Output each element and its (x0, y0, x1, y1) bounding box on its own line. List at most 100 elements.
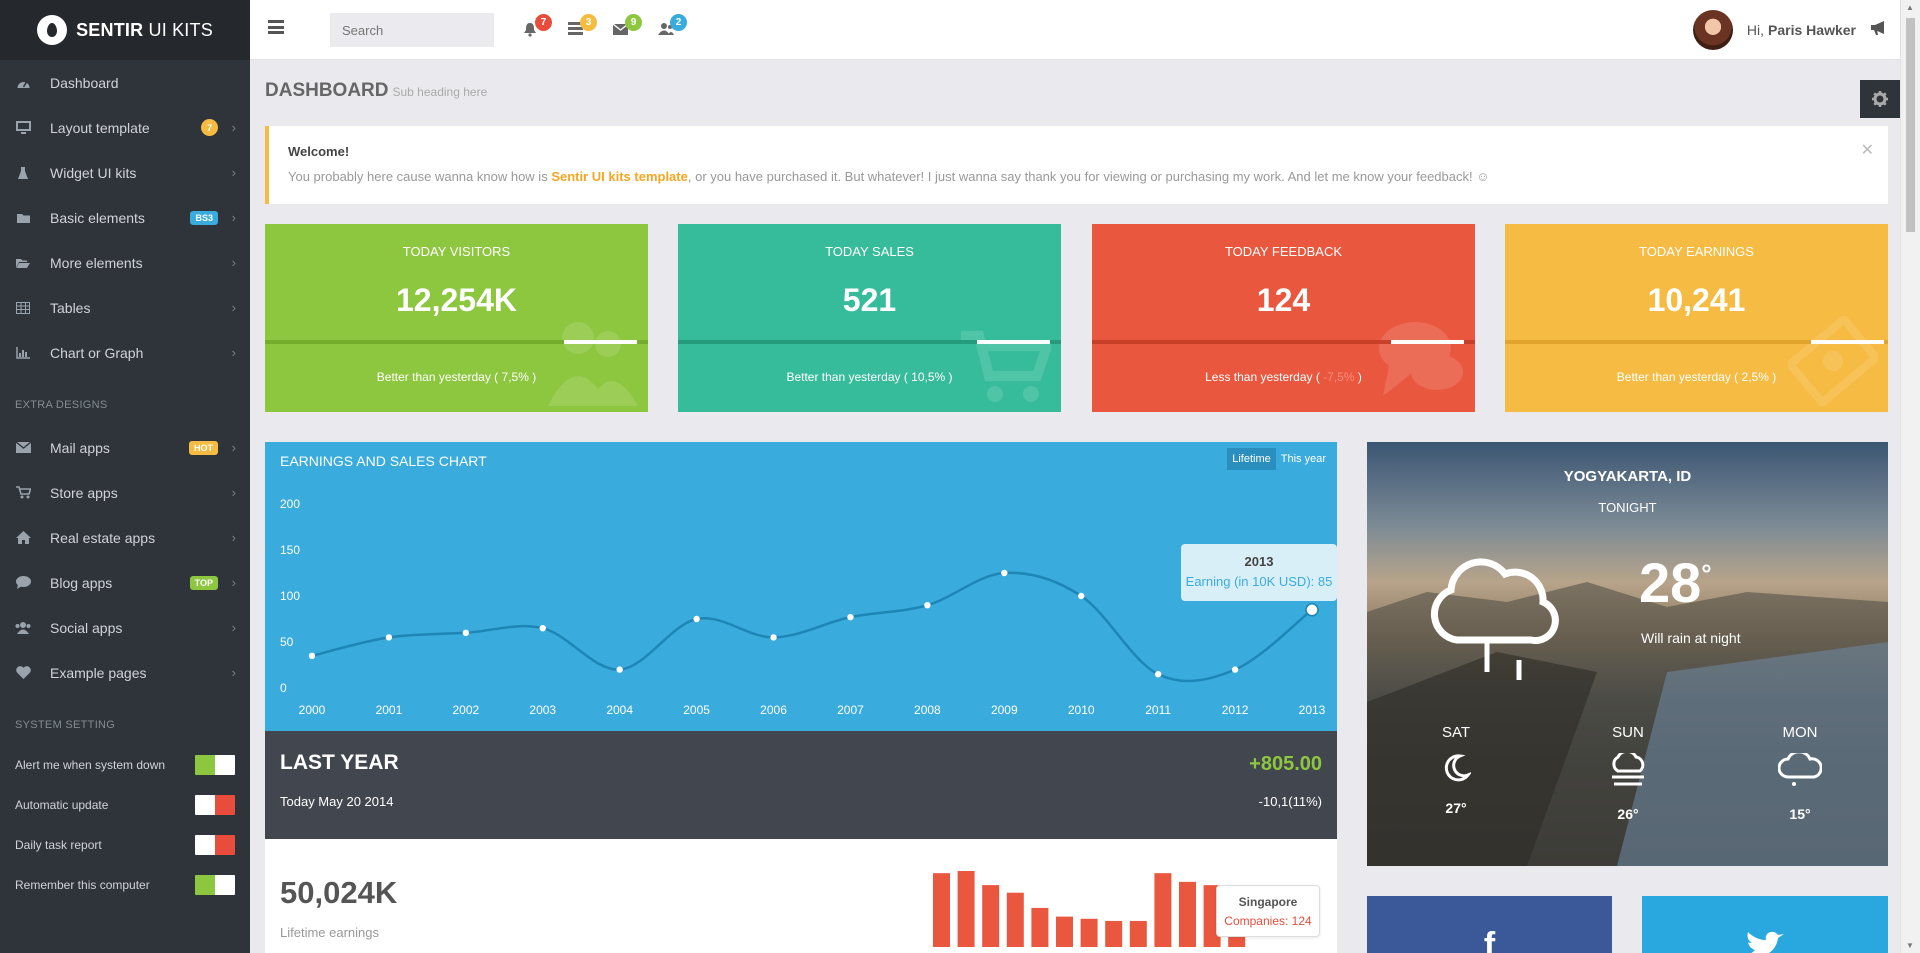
cart-icon (961, 331, 1051, 402)
data-point[interactable] (308, 652, 316, 659)
user-name: Paris Hawker (1768, 22, 1856, 38)
avatar (1692, 10, 1733, 50)
toggle-switch-off[interactable] (195, 835, 235, 855)
sidebar-item-basic-elements[interactable]: Basic elements BS3 › (0, 195, 250, 240)
page-subtitle: Sub heading here (392, 85, 488, 99)
notifications-button[interactable]: 7 (523, 14, 553, 42)
chevron-right-icon: › (231, 620, 236, 635)
messages-button[interactable]: 9 (612, 14, 643, 42)
stat-change: 2,5% (1741, 370, 1769, 384)
menu-toggle-icon[interactable] (268, 20, 284, 34)
chevron-right-icon: › (231, 530, 236, 545)
data-point[interactable] (462, 629, 470, 636)
sidebar-item-tables[interactable]: Tables › (0, 285, 250, 330)
toggle-switch-on[interactable] (195, 875, 235, 895)
data-point[interactable] (847, 613, 854, 621)
sidebar-item-blog-apps[interactable]: Blog apps TOP › (0, 560, 250, 605)
brand[interactable]: SENTIR UI KITS (0, 0, 250, 60)
alert-title: Welcome! (288, 144, 350, 159)
tab-this-year[interactable]: This year (1280, 453, 1326, 465)
bar[interactable] (1179, 881, 1196, 947)
stat-note: Better than yesterday ( 10,5% ) (786, 370, 953, 384)
x-tick-label: 2012 (1222, 703, 1249, 717)
data-point[interactable] (385, 634, 393, 641)
table-icon (14, 301, 32, 315)
weather-background (1367, 582, 1888, 866)
welcome-alert: Welcome! You probably here cause wanna k… (265, 126, 1888, 204)
bar[interactable] (1129, 920, 1147, 947)
chevron-right-icon: › (231, 300, 236, 315)
sidebar-item-mail-apps[interactable]: Mail apps HOT › (0, 425, 250, 470)
page-title: DASHBOARD Sub heading here (265, 80, 488, 101)
data-point[interactable] (1154, 671, 1162, 678)
search-input[interactable] (330, 13, 494, 47)
bar[interactable] (1105, 920, 1123, 947)
toggle-switch-off[interactable] (195, 795, 235, 815)
dashboard-icon (14, 76, 32, 90)
y-tick-label: 100 (280, 589, 300, 603)
sidebar-item-example-pages[interactable]: Example pages › (0, 650, 250, 695)
data-point[interactable] (1305, 603, 1319, 617)
bar[interactable] (957, 871, 975, 947)
data-point[interactable] (693, 615, 700, 623)
template-link[interactable]: Sentir UI kits template (551, 169, 688, 184)
sidebar-item-widget-ui-kits[interactable]: Widget UI kits › (0, 150, 250, 195)
sidebar-item-dashboard[interactable]: Dashboard (0, 60, 250, 105)
data-point[interactable] (1001, 569, 1008, 577)
bar[interactable] (1154, 873, 1172, 947)
stat-progress-marker (563, 340, 637, 344)
facebook-tile[interactable]: f (1367, 896, 1612, 953)
cloud-rain-icon (1430, 558, 1559, 680)
y-tick-label: 50 (280, 635, 294, 649)
page-scrollbar[interactable]: ▲ ▼ (1900, 0, 1920, 953)
chevron-right-icon: › (231, 165, 236, 180)
stat-progress-bar (1092, 340, 1475, 344)
scroll-up-icon[interactable]: ▲ (1906, 3, 1914, 12)
setting-daily-task-report: Daily task report (0, 825, 250, 865)
user-menu[interactable]: Hi, Paris Hawker (1692, 10, 1856, 50)
bar[interactable] (1056, 916, 1073, 947)
bar-tooltip: Singapore Companies: 124 (1216, 885, 1320, 937)
stat-progress-bar (265, 340, 648, 344)
data-point[interactable] (1078, 592, 1085, 600)
x-tick-label: 2009 (991, 703, 1018, 717)
twitter-tile[interactable] (1642, 896, 1888, 953)
bar[interactable] (982, 885, 1000, 947)
sidebar-item-more-elements[interactable]: More elements › (0, 240, 250, 285)
sidebar-item-layout-template[interactable]: Layout template 7 › (0, 105, 250, 150)
sidebar-item-real-estate-apps[interactable]: Real estate apps › (0, 515, 250, 560)
stat-card-feedback: TODAY FEEDBACK 124 Less than yesterday (… (1092, 224, 1475, 412)
bar[interactable] (1006, 892, 1024, 947)
close-icon[interactable]: ✕ (1860, 142, 1874, 159)
stat-progress-bar (678, 340, 1061, 344)
stat-note: Less than yesterday ( -7,5% ) (1205, 370, 1362, 384)
chart-title: EARNINGS AND SALES CHART (280, 453, 487, 469)
topbar: 7 3 9 2 Hi, Paris Hawker (250, 0, 1900, 60)
data-point[interactable] (616, 666, 623, 673)
tasks-button[interactable]: 3 (568, 14, 598, 42)
bar[interactable] (933, 873, 950, 947)
count-badge: 7 (201, 119, 218, 136)
forecast-temp: 15° (1789, 806, 1811, 822)
toggle-switch-on[interactable] (195, 755, 235, 775)
friends-button[interactable]: 2 (658, 14, 688, 42)
stat-change: -7,5% (1323, 370, 1355, 384)
data-point[interactable] (1231, 666, 1239, 673)
stat-progress-marker (976, 340, 1050, 344)
bar[interactable] (1080, 918, 1098, 947)
sidebar-item-label: Mail apps (50, 439, 110, 456)
tab-lifetime[interactable]: Lifetime (1227, 448, 1276, 470)
data-point[interactable] (770, 634, 777, 641)
scroll-thumb[interactable] (1906, 18, 1915, 232)
data-point[interactable] (924, 602, 931, 609)
data-point[interactable] (539, 625, 546, 632)
sidebar-item-chart-or-graph[interactable]: Chart or Graph › (0, 330, 250, 375)
gear-icon[interactable] (1860, 80, 1900, 118)
sidebar-item-social-apps[interactable]: Social apps › (0, 605, 250, 650)
scroll-down-icon[interactable]: ▼ (1906, 941, 1914, 950)
setting-label: Automatic update (15, 798, 109, 812)
bar[interactable] (1031, 907, 1049, 947)
sidebar-item-store-apps[interactable]: Store apps › (0, 470, 250, 515)
megaphone-icon[interactable] (1870, 20, 1888, 40)
heart-icon (14, 666, 32, 680)
